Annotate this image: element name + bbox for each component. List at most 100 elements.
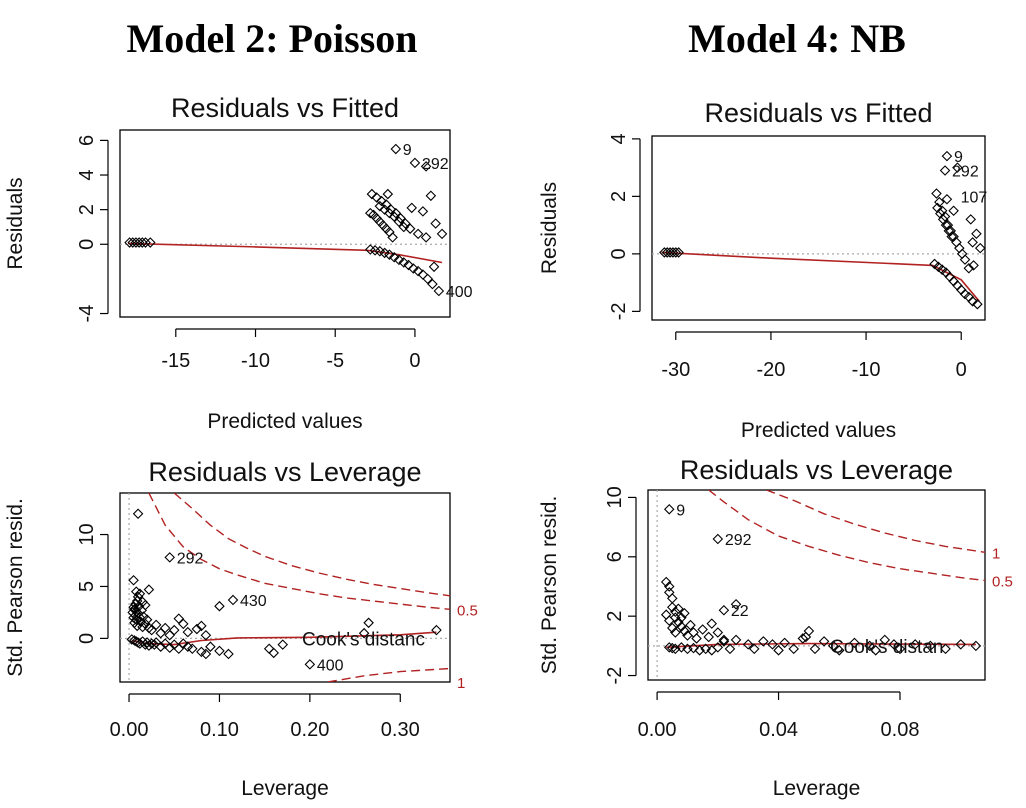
x-axis-label: Leverage: [241, 777, 329, 800]
x-tick-label: 0.04: [759, 719, 798, 741]
point-label: 292: [177, 550, 204, 567]
point-label: 400: [317, 657, 344, 674]
data-point: [164, 642, 176, 654]
plot-area: [652, 150, 985, 310]
data-point: [670, 643, 681, 655]
data-point: [128, 574, 139, 586]
data-point: [365, 207, 376, 219]
data-point: [934, 196, 945, 208]
data-point: [697, 624, 708, 635]
chart-panel-3: Residuals vs Leverage 292 430 400 Cook's dis…: [4, 457, 478, 800]
data-point: [660, 576, 672, 588]
y-tick-label: 2: [604, 611, 626, 622]
y-axis-label: Residuals: [538, 182, 561, 274]
data-point: [827, 640, 839, 652]
x-tick-label: 0.20: [290, 719, 329, 741]
data-point: [673, 616, 684, 628]
data-point: [205, 641, 216, 652]
data-point: [849, 637, 860, 649]
data-point: [948, 205, 959, 217]
data-point: [417, 206, 429, 217]
data-point: [797, 633, 809, 644]
data-point: [970, 640, 982, 652]
data-point: [173, 613, 185, 624]
data-point: [663, 615, 675, 626]
data-point: [380, 199, 392, 210]
data-point: [127, 237, 139, 248]
cook-distance-legend: Cook's distanc: [302, 629, 425, 650]
plot-title: Residuals vs Fitted: [704, 98, 932, 128]
data-point: [694, 645, 705, 656]
y-tick-label: 2: [76, 204, 98, 215]
data-point: [931, 188, 942, 199]
point-label: 9: [954, 149, 963, 166]
data-point: [137, 237, 148, 248]
data-point: [706, 618, 718, 629]
data-point: [724, 643, 736, 655]
data-point: [939, 165, 951, 176]
point-label: 430: [240, 593, 267, 610]
data-point: [382, 188, 394, 200]
cook-distance-legend: Cook's distan: [830, 637, 943, 658]
x-tick-label: -15: [161, 350, 190, 372]
data-point: [673, 603, 684, 615]
data-point: [137, 621, 148, 633]
data-point: [879, 634, 891, 646]
data-point: [143, 640, 155, 651]
smooth-trend-line: [666, 642, 976, 649]
data-point: [663, 504, 675, 515]
data-point: [178, 618, 189, 630]
data-point: [894, 643, 906, 655]
data-point: [143, 584, 155, 595]
data-point: [663, 581, 675, 592]
x-axis-label: Predicted values: [207, 410, 362, 433]
data-point: [124, 237, 135, 248]
data-point: [374, 200, 386, 212]
data-point: [433, 285, 445, 297]
point-label: 400: [446, 284, 473, 301]
data-point: [149, 639, 160, 650]
plot-frame: [119, 492, 451, 683]
smooth-trend-line: [661, 251, 980, 302]
data-point: [400, 218, 411, 229]
y-tick-label: 2: [608, 191, 630, 202]
data-point: [371, 192, 382, 203]
data-point: [436, 228, 448, 240]
y-axis-label: Std. Pearson resid.: [4, 498, 27, 677]
y-tick-label: 6: [604, 551, 626, 562]
data-point: [366, 188, 378, 200]
cook-distance-contour-1: [708, 490, 985, 582]
data-point: [132, 508, 144, 520]
data-point: [393, 254, 405, 266]
data-point: [676, 642, 687, 653]
data-point: [384, 249, 395, 260]
data-point: [196, 646, 207, 658]
data-point: [431, 624, 442, 636]
data-point: [358, 627, 370, 639]
data-point: [767, 639, 778, 650]
data-point: [398, 221, 410, 233]
x-tick-label: -10: [241, 350, 270, 372]
data-point: [718, 636, 730, 647]
data-point: [155, 627, 166, 639]
x-tick-label: 0: [409, 350, 420, 372]
x-tick-label: 0.08: [881, 719, 920, 741]
data-point: [374, 216, 386, 228]
point-label: 107: [961, 189, 988, 206]
data-point: [263, 643, 275, 655]
data-point: [941, 150, 953, 162]
data-point: [428, 261, 440, 273]
data-point: [718, 604, 730, 616]
data-point: [412, 228, 424, 240]
x-tick-label: 0.00: [110, 719, 149, 741]
plot-area: [120, 143, 450, 297]
data-point: [718, 634, 730, 646]
y-tick-label: -2: [608, 302, 630, 320]
y-tick-label: 0: [608, 248, 630, 259]
data-point: [742, 639, 754, 650]
data-point: [178, 638, 189, 649]
data-point: [140, 237, 151, 248]
data-point: [200, 648, 212, 660]
